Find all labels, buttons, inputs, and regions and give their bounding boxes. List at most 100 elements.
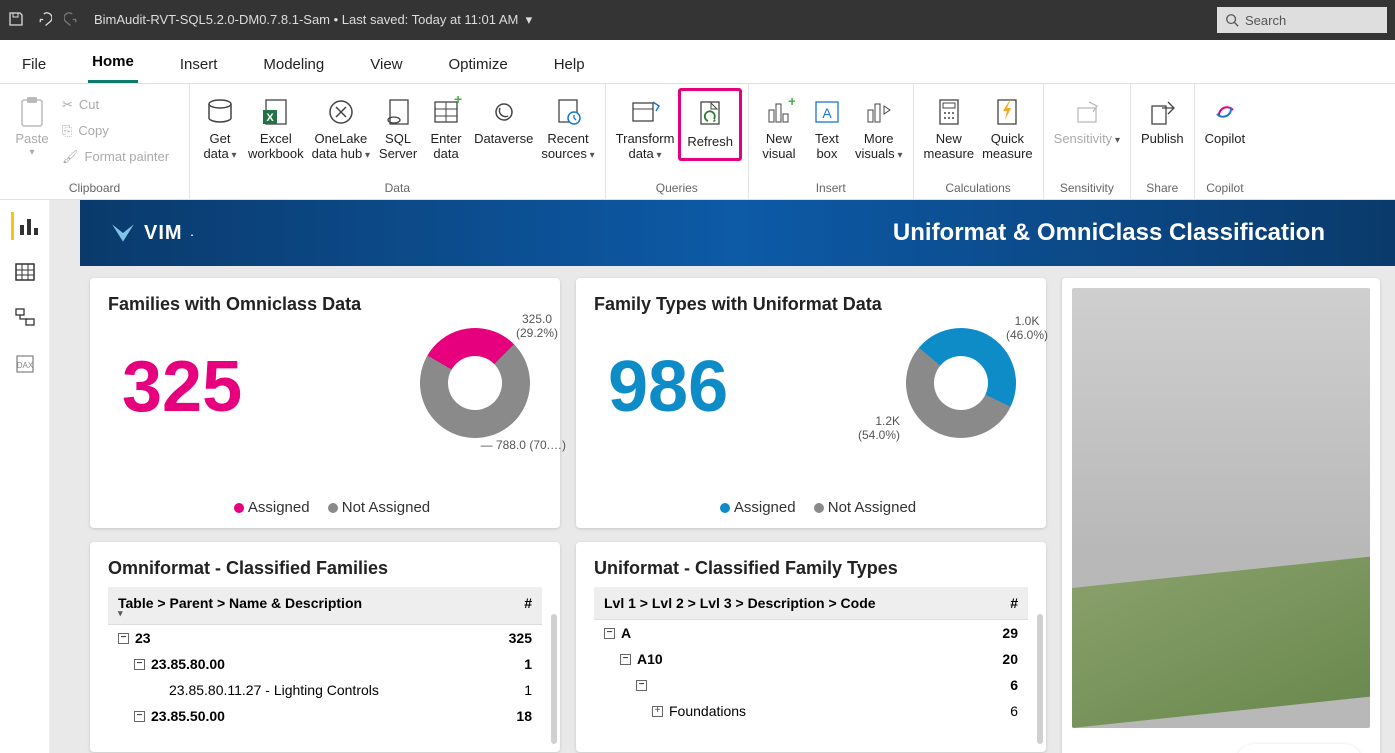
table-row[interactable]: −23.85.50.0018 [108,703,542,729]
new-visual-button[interactable]: +New visual [755,88,803,162]
group-label-sens: Sensitivity [1050,179,1124,199]
search-box[interactable]: Search [1217,7,1387,33]
text-box-button[interactable]: AText box [803,88,851,162]
tab-help[interactable]: Help [550,46,589,83]
card-table-uniformat[interactable]: Uniformat - Classified Family Types Lvl … [576,542,1046,752]
refresh-button[interactable]: Refresh [678,88,742,161]
copilot-icon [1209,92,1241,132]
table-row[interactable]: −A1020 [594,646,1028,672]
expand-icon[interactable]: − [620,654,631,665]
tab-insert[interactable]: Insert [176,46,222,83]
card-table-omniformat[interactable]: Omniformat - Classified Families Table >… [90,542,560,752]
brush-icon: 🖌 [62,150,79,165]
donut-label-notassigned: — 788.0 (70.…) [481,438,566,452]
titlebar: BimAudit-RVT-SQL5.2.0-DM0.7.8.1-Sam • La… [0,0,1395,40]
publish-button[interactable]: Publish [1137,88,1188,147]
get-data-button[interactable]: Get data [196,88,244,162]
copy-button[interactable]: ⎘Copy [58,118,173,144]
report-canvas: VIM. Uniformat & OmniClass Classificatio… [50,200,1395,753]
tab-modeling[interactable]: Modeling [259,46,328,83]
refresh-icon [694,95,726,135]
tab-view[interactable]: View [366,46,406,83]
expand-icon[interactable]: − [604,628,615,639]
paste-button[interactable]: Paste▾ [6,88,58,158]
report-title: Uniformat & OmniClass Classification [893,219,1325,247]
paste-icon [17,92,47,132]
model-preview[interactable]: 👁 ➤ ✋ [1062,278,1380,753]
card-title: Families with Omniclass Data [108,294,542,315]
undo-icon[interactable] [36,11,52,30]
sqlserver-button[interactable]: SQL Server [374,88,422,162]
quick-measure-button[interactable]: Quick measure [978,88,1037,162]
enter-data-button[interactable]: +Enter data [422,88,470,162]
expand-icon[interactable]: + [652,706,663,717]
preview-viewport[interactable] [1072,288,1370,728]
card-omniclass[interactable]: Families with Omniclass Data 325 325.0 (… [90,278,560,528]
copy-icon: ⎘ [62,124,72,139]
excel-icon: X [260,92,292,132]
ribbon: Paste▾ ✂Cut ⎘Copy 🖌Format painter Clipbo… [0,84,1395,200]
sensitivity-icon [1071,92,1103,132]
legend: Assigned Not Assigned [576,499,1046,516]
card-uniformat[interactable]: Family Types with Uniformat Data 986 1.0… [576,278,1046,528]
table-row[interactable]: +Foundations6 [594,698,1028,724]
table-row[interactable]: 23.85.80.11.27 - Lighting Controls1 [108,677,542,703]
group-label-copilot: Copilot [1201,179,1249,199]
svg-text:+: + [454,96,462,107]
more-visuals-button[interactable]: More visuals [851,88,907,162]
svg-text:+: + [788,96,795,109]
redo-icon[interactable] [64,11,80,30]
svg-text:A: A [822,105,832,121]
sql-icon [382,92,414,132]
tab-file[interactable]: File [18,46,50,83]
report-view-icon[interactable] [11,212,39,240]
report-header: VIM. Uniformat & OmniClass Classificatio… [80,200,1395,266]
dataverse-icon [488,92,520,132]
save-icon[interactable] [8,11,24,30]
cut-button[interactable]: ✂Cut [58,92,173,118]
dataverse-button[interactable]: Dataverse [470,88,537,147]
expand-icon[interactable]: − [118,633,129,644]
donut-label-assigned: 325.0 (29.2%) [516,312,558,340]
card-title: Omniformat - Classified Families [108,558,542,579]
table-row[interactable]: −6 [594,672,1028,698]
tab-home[interactable]: Home [88,43,138,83]
table-header[interactable]: Table > Parent > Name & Description # [108,587,542,625]
copilot-button[interactable]: Copilot [1201,88,1249,147]
model-view-icon[interactable] [11,304,39,332]
search-placeholder: Search [1245,13,1286,28]
table-icon: + [430,92,462,132]
dax-view-icon[interactable]: DAX [11,350,39,378]
scrollbar[interactable] [1037,614,1043,744]
transform-data-button[interactable]: Transform data [612,88,679,162]
cut-icon: ✂ [62,98,73,113]
group-label-queries: Queries [612,179,742,199]
expand-icon[interactable]: − [134,659,145,670]
database-icon [204,92,236,132]
table-row[interactable]: −23325 [108,625,542,651]
tab-optimize[interactable]: Optimize [445,46,512,83]
svg-text:X: X [266,112,274,124]
transform-icon [629,92,661,132]
recent-sources-button[interactable]: Recent sources [537,88,598,162]
formatpainter-button[interactable]: 🖌Format painter [58,144,173,170]
excel-button[interactable]: XExcel workbook [244,88,308,162]
expand-icon[interactable]: − [636,680,647,691]
data-view-icon[interactable] [11,258,39,286]
new-measure-button[interactable]: New measure [920,88,979,162]
more-icon [863,92,895,132]
table-row[interactable]: −23.85.80.001 [108,651,542,677]
expand-icon[interactable]: − [134,711,145,722]
group-label-insert: Insert [755,179,907,199]
onelake-icon [325,92,357,132]
table-row[interactable]: −A29 [594,620,1028,646]
sensitivity-button[interactable]: Sensitivity [1050,88,1124,147]
table-header[interactable]: Lvl 1 > Lvl 2 > Lvl 3 > Description > Co… [594,587,1028,620]
search-icon [1225,13,1239,27]
svg-text:DAX: DAX [16,361,33,370]
onelake-button[interactable]: OneLake data hub [308,88,374,162]
card-title: Uniformat - Classified Family Types [594,558,1028,579]
scrollbar[interactable] [551,614,557,744]
chart-icon: + [763,92,795,132]
brand-logo: VIM. [110,220,194,246]
